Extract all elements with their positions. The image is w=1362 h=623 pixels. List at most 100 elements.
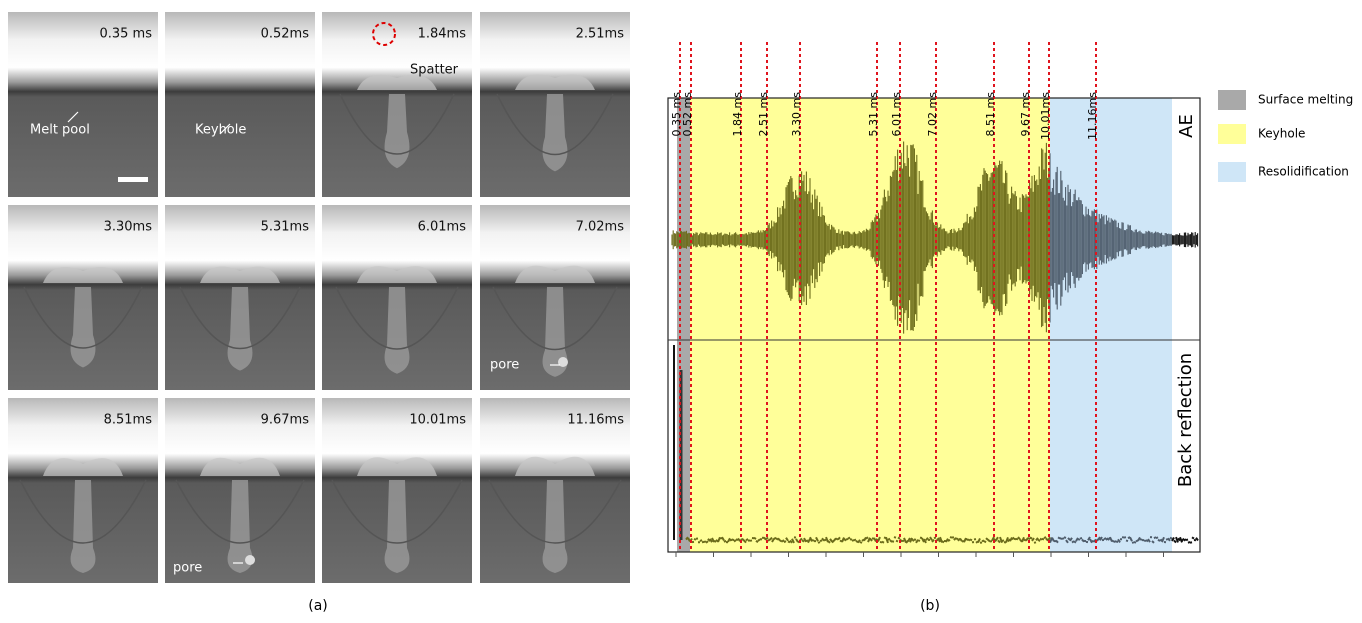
- back-reflection-signal: [844, 539, 846, 541]
- legend-label: Surface melting: [1258, 93, 1353, 107]
- back-reflection-signal: [784, 541, 786, 542]
- back-reflection-signal: [700, 540, 702, 541]
- legend-label: Resolidification: [1258, 165, 1349, 179]
- xray-frame: 5.31ms: [165, 205, 315, 390]
- back-reflection-signal: [824, 540, 826, 541]
- back-reflection-signal: [982, 540, 984, 541]
- back-reflection-signal: [1192, 537, 1194, 538]
- xray-frame: 3.30ms: [8, 205, 158, 390]
- back-reflection-signal: [802, 540, 804, 541]
- back-reflection-signal: [812, 540, 814, 541]
- back-reflection-signal: [846, 539, 848, 540]
- frame-time: 7.02ms: [576, 220, 625, 235]
- xray-frame: 10.01ms: [322, 398, 472, 583]
- back-reflection-signal: [854, 540, 856, 541]
- frame-time: 0.52ms: [261, 27, 310, 42]
- frame-time: 1.84ms: [418, 27, 467, 42]
- frame-time: 5.31ms: [261, 220, 310, 235]
- resolidification-region: [1050, 98, 1172, 552]
- back-reflection-signal: [1058, 537, 1060, 538]
- back-reflection-signal: [1196, 538, 1198, 541]
- xray-frame: 8.51ms: [8, 398, 158, 583]
- frame-annotation: Keyhole: [195, 123, 246, 138]
- signal-label: Back reflection: [1175, 353, 1196, 487]
- back-reflection-signal: [890, 540, 892, 542]
- time-marker-label: 9.67 ms: [1019, 92, 1032, 137]
- back-reflection-signal: [732, 539, 734, 540]
- frame-time: 8.51ms: [104, 413, 153, 428]
- back-reflection-signal: [898, 538, 900, 539]
- back-reflection-signal: [758, 539, 760, 541]
- back-reflection-signal: [1044, 537, 1046, 538]
- xray-frame: 2.51ms: [480, 12, 630, 197]
- legend-label: Keyhole: [1258, 127, 1305, 141]
- frame-time: 9.67ms: [261, 413, 310, 428]
- back-reflection-signal: [866, 537, 868, 539]
- back-reflection-signal: [1134, 542, 1136, 543]
- back-reflection-signal: [1126, 540, 1128, 541]
- legend-swatch: [1218, 124, 1246, 144]
- back-reflection-signal: [948, 540, 950, 541]
- back-reflection-signal: [1080, 538, 1082, 539]
- back-reflection-signal: [746, 539, 748, 541]
- panel-caption: (a): [308, 598, 328, 614]
- back-reflection-signal: [1184, 539, 1186, 541]
- back-reflection-signal: [1040, 539, 1042, 540]
- back-reflection-signal: [1060, 538, 1062, 539]
- frame-time: 10.01ms: [409, 413, 466, 428]
- frame-time: 6.01ms: [418, 220, 467, 235]
- back-reflection-signal: [1064, 537, 1066, 538]
- back-reflection-signal: [1156, 537, 1158, 538]
- back-reflection-signal: [984, 541, 986, 542]
- time-marker-label: 11.16ms: [1086, 92, 1099, 140]
- frame-time: 3.30ms: [104, 220, 153, 235]
- xray-frame: 1.84ms Spatter: [322, 12, 472, 197]
- back-reflection-signal: [1140, 539, 1142, 540]
- frame-annotation: pore: [490, 358, 519, 373]
- legend-swatch: [1218, 162, 1246, 182]
- back-reflection-signal: [768, 539, 770, 540]
- time-marker-label: 7.02 ms: [926, 92, 939, 137]
- xray-frame: 6.01ms: [322, 205, 472, 390]
- back-reflection-signal: [766, 538, 768, 540]
- back-reflection-signal: [756, 541, 758, 542]
- xray-frame: 7.02ms pore: [480, 205, 630, 390]
- back-reflection-signal: [694, 539, 696, 540]
- legend-swatch: [1218, 90, 1246, 110]
- back-reflection-signal: [896, 541, 898, 542]
- frame-annotation: pore: [173, 561, 202, 576]
- scale-bar: [118, 177, 148, 182]
- back-reflection-signal: [1062, 538, 1064, 539]
- back-reflection-signal: [818, 542, 820, 543]
- back-reflection-signal: [1012, 537, 1014, 539]
- time-marker-label: 6.01 ms: [890, 92, 903, 137]
- xray-frame: 0.52ms Keyhole: [165, 12, 315, 197]
- back-reflection-signal: [1114, 541, 1116, 542]
- back-reflection-signal: [1112, 540, 1114, 541]
- back-reflection-signal: [806, 540, 808, 541]
- back-reflection-signal: [918, 540, 920, 541]
- back-reflection-signal: [1186, 540, 1188, 541]
- back-reflection-signal: [970, 539, 972, 540]
- frame-time: 0.35 ms: [99, 27, 152, 42]
- back-reflection-signal: [956, 538, 958, 539]
- back-reflection-signal: [986, 538, 988, 540]
- back-reflection-signal: [1182, 539, 1184, 541]
- back-reflection-signal: [888, 539, 890, 540]
- back-reflection-signal: [1038, 540, 1040, 542]
- back-reflection-signal: [882, 542, 884, 543]
- back-reflection-signal: [950, 537, 952, 538]
- back-reflection-signal: [942, 541, 944, 542]
- frame-time: 11.16ms: [567, 413, 624, 428]
- back-reflection-signal: [1188, 542, 1190, 543]
- back-reflection-signal: [1002, 540, 1004, 541]
- back-reflection-signal: [1030, 537, 1032, 538]
- frame-time: 2.51ms: [576, 27, 625, 42]
- time-marker-label: 3.30 ms: [790, 92, 803, 137]
- back-reflection-signal: [1074, 541, 1076, 542]
- xray-frame: 9.67ms pore: [165, 398, 315, 583]
- surface-melting-region: [677, 98, 690, 552]
- back-reflection-signal: [852, 540, 854, 541]
- frame-annotation: Spatter: [410, 63, 459, 78]
